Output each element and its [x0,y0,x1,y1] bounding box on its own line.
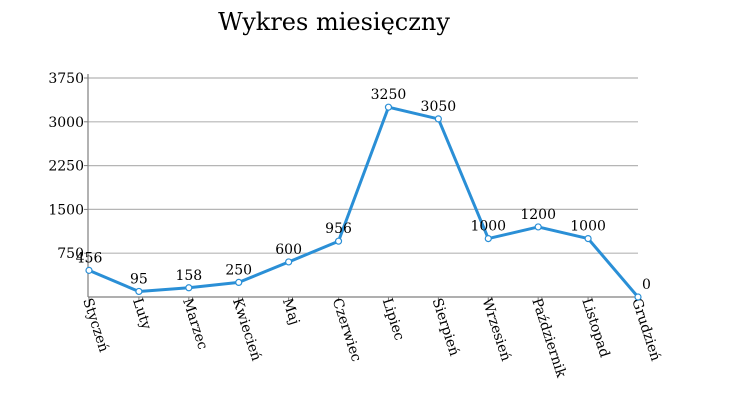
x-tick-label: Październik [528,296,569,380]
data-label: 1000 [470,219,506,235]
data-label: 3050 [421,99,457,115]
x-tick-label: Wrzesień [478,296,513,363]
x-tick-label: Luty [129,296,154,331]
data-label: 600 [275,242,302,258]
x-tick-label: Kwiecień [229,296,264,363]
data-point [185,284,193,292]
data-point [334,237,343,245]
data-point [85,266,93,274]
series-line [88,105,640,298]
x-tick-label: Czerwiec [329,296,365,364]
x-tick-label: Maj [279,296,303,327]
data-label: 1000 [570,219,606,235]
data-point [634,293,642,301]
data-point [434,115,442,123]
data-point [235,278,243,286]
x-tick-label: Styczeń [79,296,111,354]
data-point [285,258,293,266]
data-label: 158 [175,268,202,284]
data-label: 250 [225,262,252,278]
data-point [135,287,143,296]
y-tick-label: 2250 [48,159,84,175]
y-tick-label: 3000 [48,115,84,131]
data-label: 956 [325,221,352,237]
y-tick-label: 750 [57,246,84,262]
y-tick-label: 1500 [48,202,84,218]
x-tick-label: Grudzień [628,296,663,363]
x-tick-label: Sierpień [429,296,463,358]
data-point [534,223,542,231]
x-tick-label: Lipiec [379,296,408,342]
data-point [384,103,393,111]
x-tick-label: Marzec [179,296,211,351]
y-tick-label: 3750 [48,71,84,87]
x-tick-label: Listopad [578,296,612,359]
data-label: 1200 [520,207,556,223]
data-label: 456 [76,250,103,266]
data-label: 3250 [371,87,407,103]
data-label: 0 [642,277,651,293]
data-point [584,235,592,243]
chart-title: Wykres miesięczny [218,8,450,36]
data-point [484,235,492,243]
data-label: 95 [130,271,148,287]
